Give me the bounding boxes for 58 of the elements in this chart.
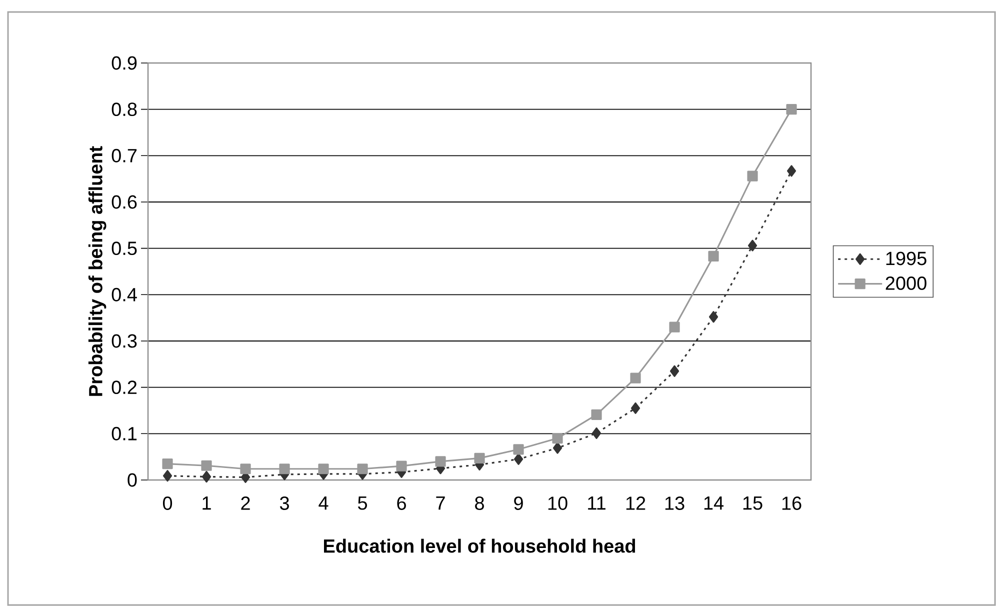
point bbox=[318, 464, 329, 474]
point bbox=[670, 365, 680, 377]
point bbox=[669, 322, 680, 332]
point bbox=[591, 409, 602, 420]
y-tick-label: 0.1 bbox=[112, 426, 137, 440]
point bbox=[786, 104, 797, 115]
point bbox=[396, 460, 407, 472]
point bbox=[474, 452, 485, 464]
x-tick-label: 12 bbox=[626, 496, 646, 510]
x-tick-label: 2 bbox=[241, 496, 250, 510]
y-tick-label: 0.4 bbox=[112, 288, 137, 302]
legend-label: 2000 bbox=[886, 276, 926, 290]
point bbox=[630, 372, 641, 384]
x-tick-label: 13 bbox=[665, 496, 684, 510]
point bbox=[201, 460, 212, 471]
x-tick-label: 15 bbox=[743, 496, 762, 510]
y-axis-title: Probability of being affluent bbox=[88, 146, 106, 396]
x-tick-label: 3 bbox=[280, 496, 289, 510]
point bbox=[708, 250, 719, 262]
y-tick-label: 0.5 bbox=[112, 242, 137, 256]
point bbox=[513, 444, 524, 455]
point bbox=[552, 432, 563, 444]
point bbox=[279, 464, 290, 474]
x-tick-label: 9 bbox=[514, 496, 523, 510]
x-tick-label: 11 bbox=[588, 496, 606, 510]
point bbox=[162, 470, 172, 482]
y-tick-label: 0.8 bbox=[112, 102, 137, 116]
x-tick-label: 16 bbox=[782, 496, 802, 510]
point bbox=[514, 453, 524, 465]
point bbox=[240, 464, 251, 474]
x-tick-label: 7 bbox=[436, 496, 445, 510]
y-tick-label: 0 bbox=[128, 473, 137, 487]
point bbox=[162, 458, 173, 470]
y-tick-label: 0.2 bbox=[112, 380, 137, 394]
x-tick-label: 0 bbox=[162, 496, 172, 510]
point bbox=[435, 456, 446, 467]
point bbox=[708, 311, 718, 323]
point bbox=[630, 402, 640, 414]
x-tick-label: 8 bbox=[475, 496, 484, 510]
point bbox=[748, 240, 758, 252]
point bbox=[786, 165, 796, 177]
point bbox=[592, 427, 602, 439]
y-tick-label: 0.7 bbox=[112, 148, 137, 162]
x-tick-label: 4 bbox=[318, 496, 328, 510]
x-tick-label: 5 bbox=[358, 496, 367, 510]
x-axis-title: Education level of household head bbox=[324, 538, 636, 553]
x-tick-label: 6 bbox=[397, 496, 406, 510]
point bbox=[202, 470, 212, 483]
legend-label: 1995 bbox=[886, 252, 926, 266]
x-tick-label: 14 bbox=[704, 496, 724, 510]
x-tick-label: 10 bbox=[548, 496, 568, 510]
point bbox=[357, 464, 368, 474]
point bbox=[552, 442, 562, 454]
x-tick-label: 1 bbox=[202, 496, 211, 510]
y-tick-label: 0.6 bbox=[112, 195, 137, 209]
point bbox=[747, 170, 758, 182]
y-tick-label: 0.3 bbox=[112, 334, 137, 348]
y-tick-label: 0.9 bbox=[112, 56, 137, 70]
